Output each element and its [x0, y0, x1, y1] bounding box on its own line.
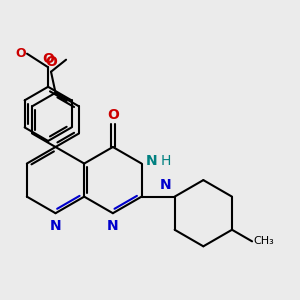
- Text: O: O: [45, 55, 57, 69]
- Text: N: N: [159, 178, 171, 192]
- Text: O: O: [107, 108, 119, 122]
- Text: N: N: [50, 219, 61, 232]
- Text: O: O: [15, 47, 26, 60]
- Text: N: N: [107, 219, 119, 232]
- Text: O: O: [42, 52, 54, 66]
- Text: H: H: [160, 154, 171, 167]
- Text: N: N: [146, 154, 158, 167]
- Text: CH₃: CH₃: [254, 236, 274, 246]
